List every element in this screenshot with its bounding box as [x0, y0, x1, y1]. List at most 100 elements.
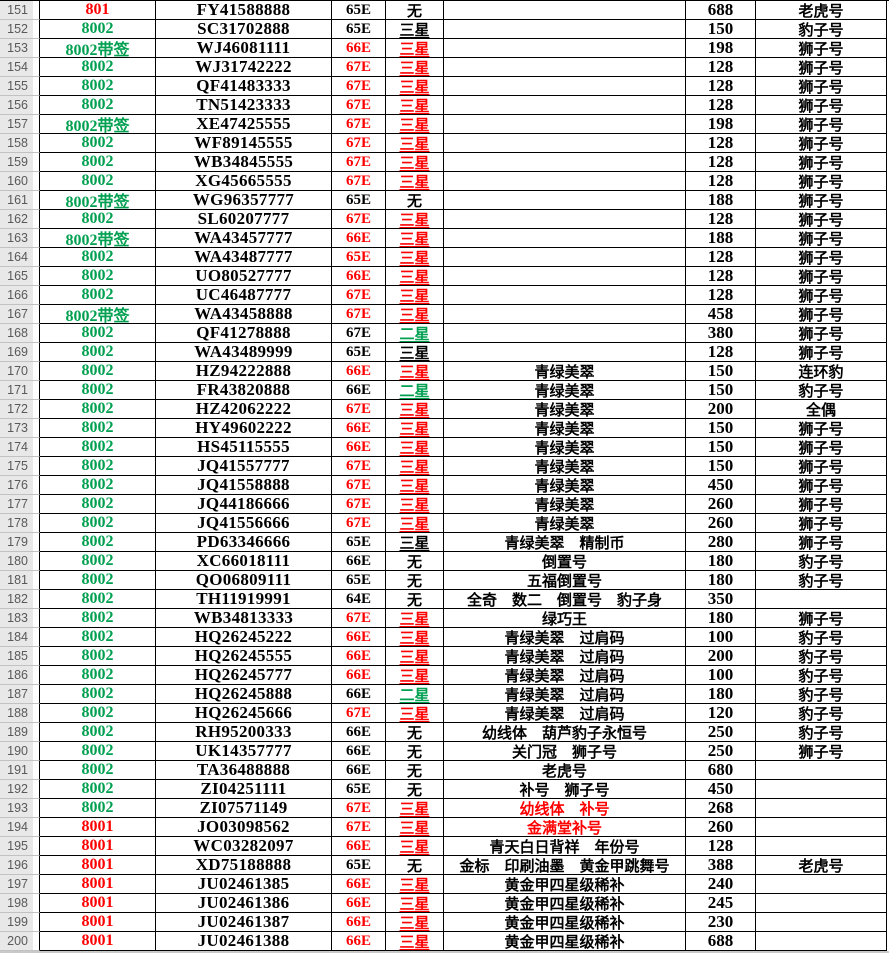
description-cell[interactable]: 青绿美翠 — [444, 476, 686, 495]
type-cell[interactable]: 狮子号 — [756, 495, 887, 514]
type-cell[interactable]: 狮子号 — [756, 305, 887, 324]
row-header-cell[interactable]: 162 — [0, 210, 40, 229]
row-header-cell[interactable]: 179 — [0, 533, 40, 552]
row-header-cell[interactable]: 184 — [0, 628, 40, 647]
row-header-cell[interactable]: 187 — [0, 685, 40, 704]
description-cell[interactable]: 青绿美翠 — [444, 419, 686, 438]
price-cell[interactable]: 150 — [686, 438, 756, 457]
serial-number-cell[interactable]: UC46487777 — [156, 286, 332, 305]
star-rating-cell[interactable]: 三星 — [386, 704, 444, 723]
edition-cell[interactable]: 66E — [332, 39, 386, 58]
type-cell[interactable]: 狮子号 — [756, 210, 887, 229]
description-cell[interactable] — [444, 134, 686, 153]
description-cell[interactable] — [444, 210, 686, 229]
price-cell[interactable]: 268 — [686, 799, 756, 818]
edition-cell[interactable]: 67E — [332, 134, 386, 153]
star-rating-cell[interactable]: 无 — [386, 742, 444, 761]
price-cell[interactable]: 128 — [686, 134, 756, 153]
row-header-cell[interactable]: 155 — [0, 77, 40, 96]
serial-number-cell[interactable]: SC31702888 — [156, 20, 332, 39]
type-cell[interactable]: 狮子号 — [756, 324, 887, 343]
edition-cell[interactable]: 67E — [332, 210, 386, 229]
serial-number-cell[interactable]: FR43820888 — [156, 381, 332, 400]
star-rating-cell[interactable]: 三星 — [386, 799, 444, 818]
serial-number-cell[interactable]: JQ41557777 — [156, 457, 332, 476]
row-header-cell[interactable]: 151 — [0, 1, 40, 20]
price-cell[interactable]: 150 — [686, 20, 756, 39]
description-cell[interactable]: 青绿美翠 — [444, 438, 686, 457]
edition-cell[interactable]: 66E — [332, 875, 386, 894]
edition-cell[interactable]: 67E — [332, 704, 386, 723]
type-cell[interactable] — [756, 932, 887, 951]
code-cell[interactable]: 8002 — [40, 362, 156, 381]
row-header-cell[interactable]: 192 — [0, 780, 40, 799]
star-rating-cell[interactable]: 三星 — [386, 286, 444, 305]
edition-cell[interactable]: 66E — [332, 666, 386, 685]
code-cell[interactable]: 8002 — [40, 609, 156, 628]
code-cell[interactable]: 8002 — [40, 495, 156, 514]
row-header-cell[interactable]: 160 — [0, 172, 40, 191]
price-cell[interactable]: 250 — [686, 723, 756, 742]
price-cell[interactable]: 280 — [686, 533, 756, 552]
code-cell[interactable]: 8001 — [40, 818, 156, 837]
description-cell[interactable] — [444, 324, 686, 343]
star-rating-cell[interactable]: 三星 — [386, 609, 444, 628]
description-cell[interactable]: 青绿美翠 — [444, 457, 686, 476]
row-header-cell[interactable]: 188 — [0, 704, 40, 723]
type-cell[interactable]: 狮子号 — [756, 58, 887, 77]
price-cell[interactable]: 680 — [686, 761, 756, 780]
code-cell[interactable]: 8002 — [40, 647, 156, 666]
edition-cell[interactable]: 67E — [332, 286, 386, 305]
star-rating-cell[interactable]: 三星 — [386, 818, 444, 837]
edition-cell[interactable]: 66E — [332, 438, 386, 457]
price-cell[interactable]: 128 — [686, 343, 756, 362]
row-header-cell[interactable]: 165 — [0, 267, 40, 286]
star-rating-cell[interactable]: 三星 — [386, 362, 444, 381]
type-cell[interactable]: 狮子号 — [756, 77, 887, 96]
price-cell[interactable]: 250 — [686, 742, 756, 761]
type-cell[interactable] — [756, 799, 887, 818]
edition-cell[interactable]: 66E — [332, 913, 386, 932]
description-cell[interactable]: 青绿美翠 — [444, 495, 686, 514]
star-rating-cell[interactable]: 无 — [386, 780, 444, 799]
description-cell[interactable]: 黄金甲四星级稀补 — [444, 932, 686, 951]
price-cell[interactable]: 198 — [686, 39, 756, 58]
code-cell[interactable]: 8002 — [40, 666, 156, 685]
edition-cell[interactable]: 65E — [332, 533, 386, 552]
code-cell[interactable]: 8002 — [40, 172, 156, 191]
serial-number-cell[interactable]: WA43489999 — [156, 343, 332, 362]
row-header-cell[interactable]: 194 — [0, 818, 40, 837]
serial-number-cell[interactable]: QF41483333 — [156, 77, 332, 96]
edition-cell[interactable]: 65E — [332, 856, 386, 875]
edition-cell[interactable]: 65E — [332, 1, 386, 20]
row-header-cell[interactable]: 169 — [0, 343, 40, 362]
row-header-cell[interactable]: 193 — [0, 799, 40, 818]
edition-cell[interactable]: 66E — [332, 628, 386, 647]
edition-cell[interactable]: 65E — [332, 343, 386, 362]
star-rating-cell[interactable]: 三星 — [386, 913, 444, 932]
serial-number-cell[interactable]: QO06809111 — [156, 571, 332, 590]
code-cell[interactable]: 8002 — [40, 685, 156, 704]
star-rating-cell[interactable]: 三星 — [386, 875, 444, 894]
star-rating-cell[interactable]: 无 — [386, 761, 444, 780]
row-header-cell[interactable]: 171 — [0, 381, 40, 400]
price-cell[interactable]: 128 — [686, 248, 756, 267]
price-cell[interactable]: 240 — [686, 875, 756, 894]
serial-number-cell[interactable]: WG96357777 — [156, 191, 332, 210]
serial-number-cell[interactable]: ZI04251111 — [156, 780, 332, 799]
edition-cell[interactable]: 67E — [332, 115, 386, 134]
description-cell[interactable] — [444, 20, 686, 39]
description-cell[interactable] — [444, 96, 686, 115]
type-cell[interactable]: 老虎号 — [756, 856, 887, 875]
code-cell[interactable]: 8002带签 — [40, 115, 156, 134]
edition-cell[interactable]: 66E — [332, 742, 386, 761]
serial-number-cell[interactable]: HQ26245777 — [156, 666, 332, 685]
edition-cell[interactable]: 66E — [332, 381, 386, 400]
description-cell[interactable]: 青绿美翠 过肩码 — [444, 647, 686, 666]
row-header-cell[interactable]: 153 — [0, 39, 40, 58]
price-cell[interactable]: 188 — [686, 191, 756, 210]
serial-number-cell[interactable]: XE47425555 — [156, 115, 332, 134]
edition-cell[interactable]: 65E — [332, 780, 386, 799]
code-cell[interactable]: 8002 — [40, 419, 156, 438]
description-cell[interactable]: 金标 印刷油墨 黄金甲跳舞号 — [444, 856, 686, 875]
